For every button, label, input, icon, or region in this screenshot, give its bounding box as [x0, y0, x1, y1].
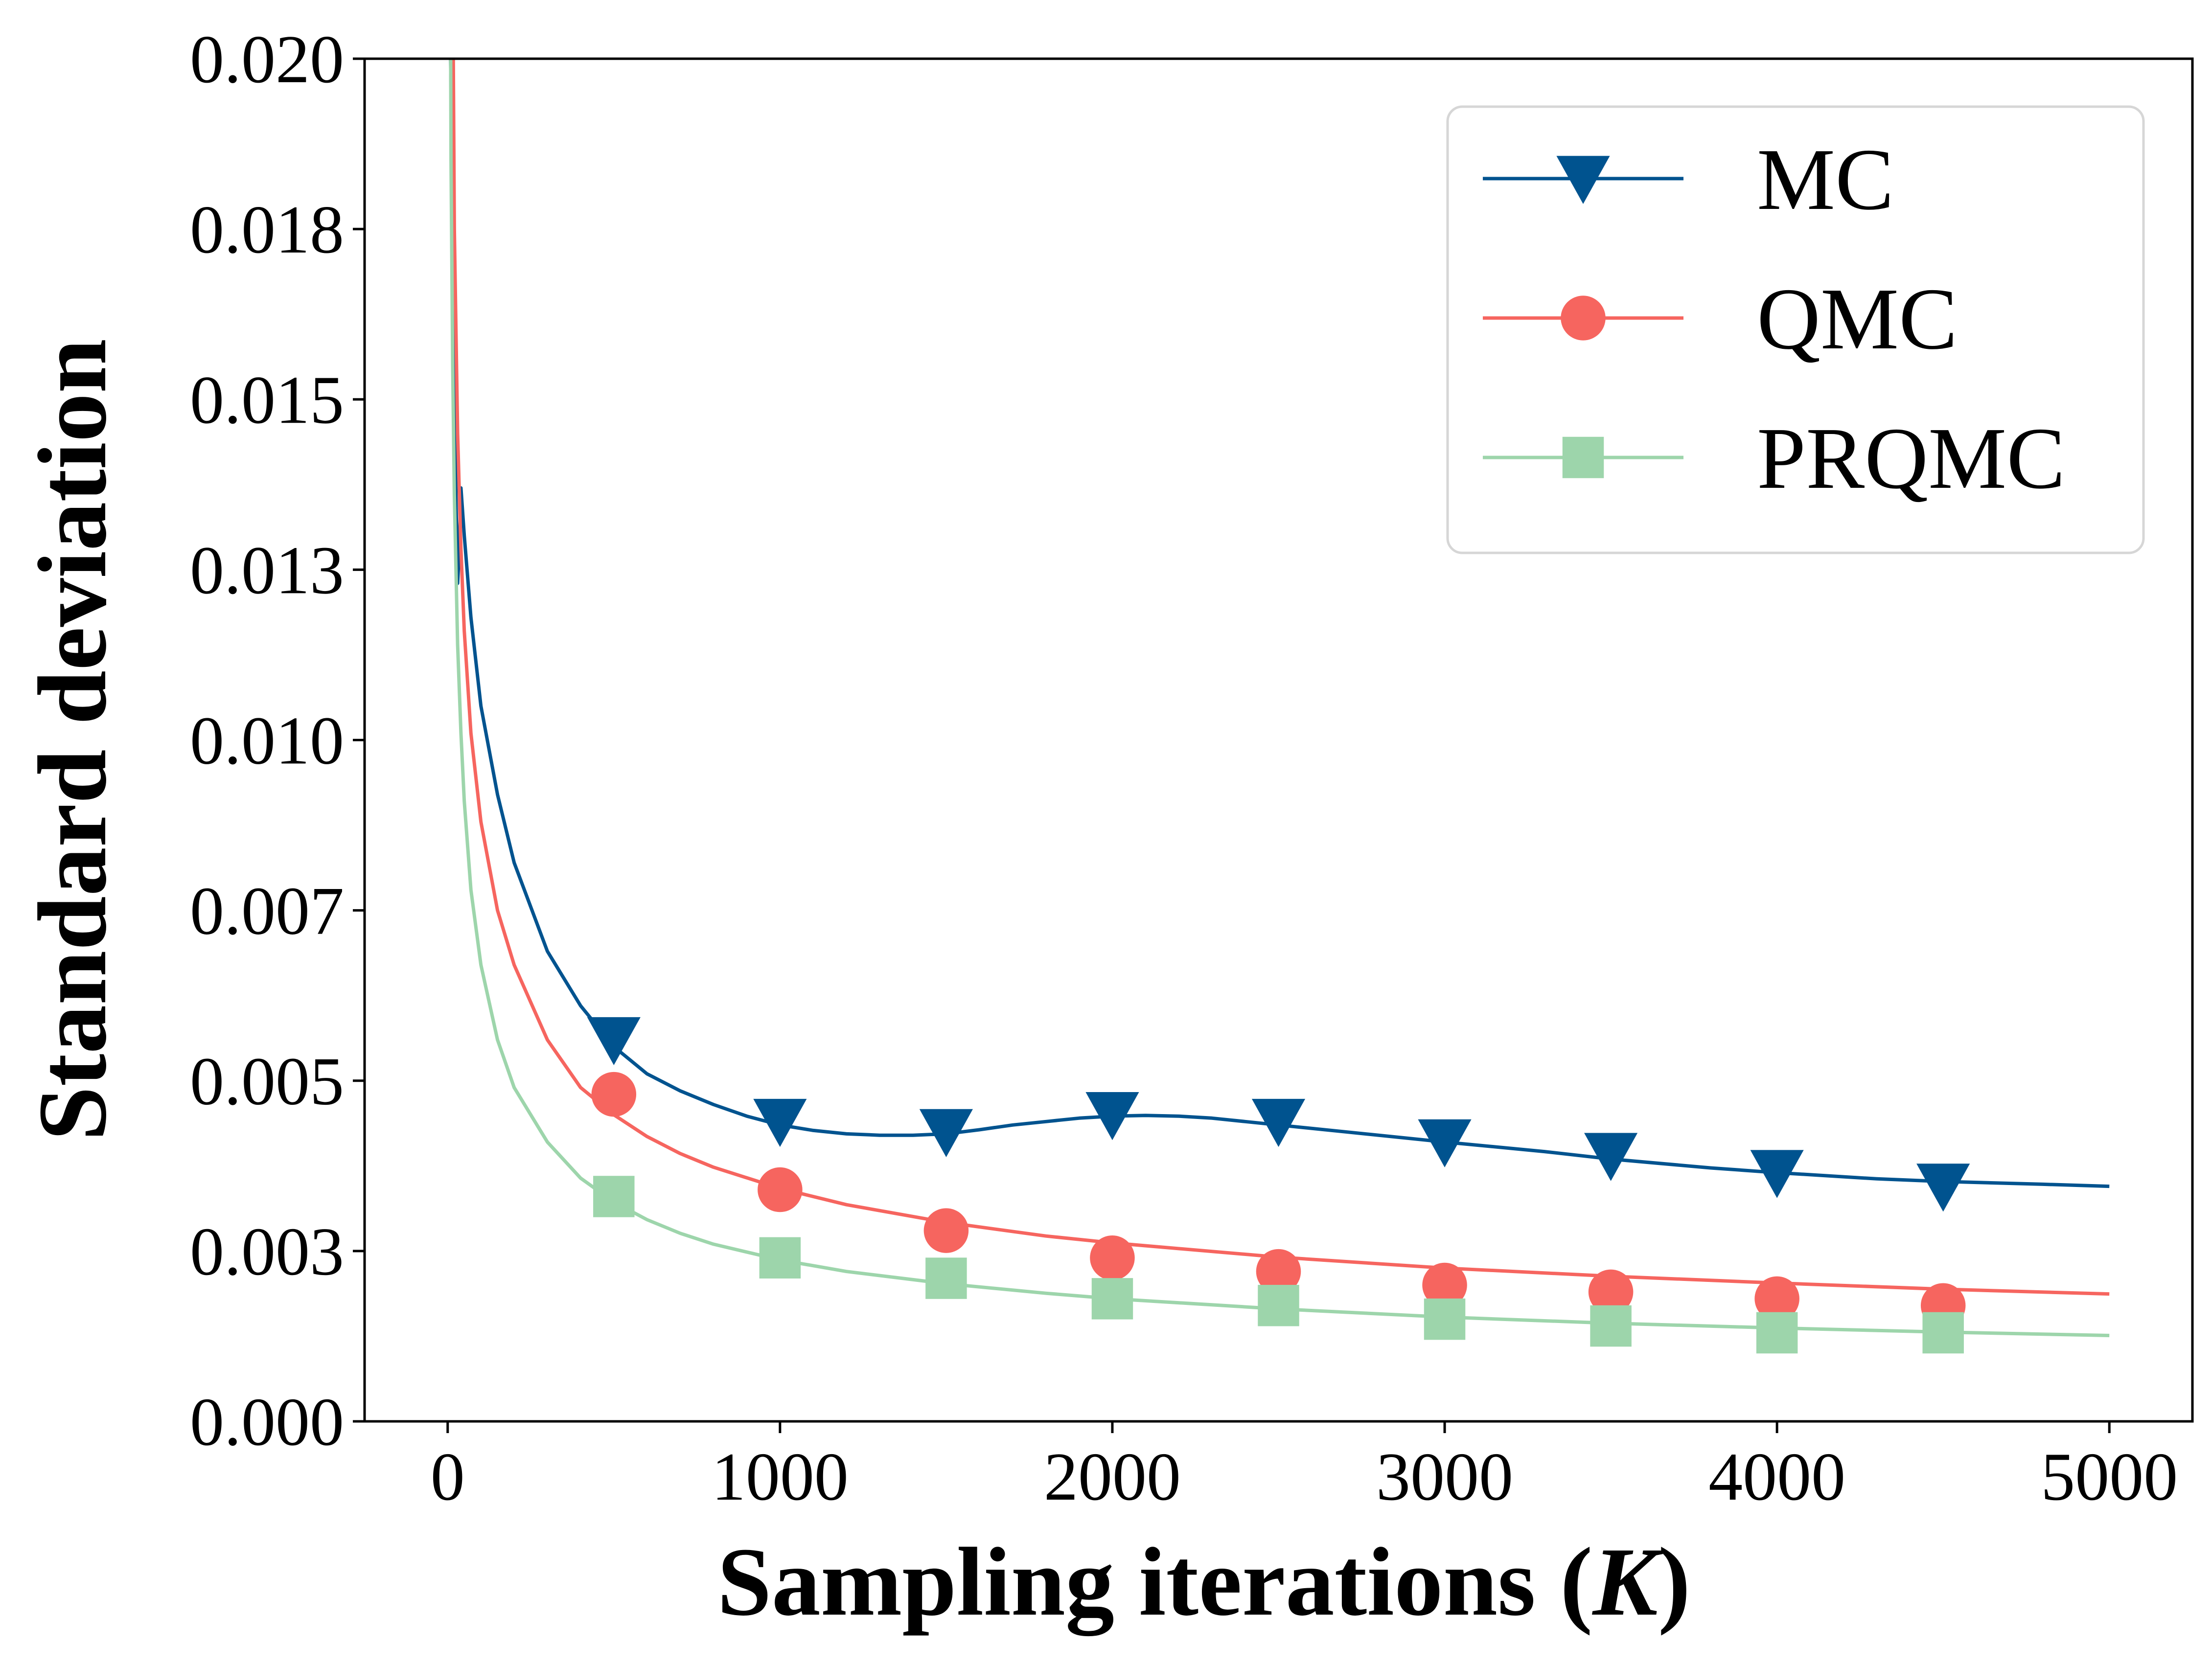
data-point-qmc	[758, 1167, 803, 1212]
data-point-prqmc	[1756, 1312, 1798, 1354]
legend-marker-mc	[1556, 156, 1610, 204]
y-tick-label: 0.010	[190, 703, 344, 779]
y-axis-label: Standard deviation	[19, 339, 127, 1141]
data-point-prqmc	[925, 1257, 967, 1299]
y-tick-label: 0.003	[190, 1214, 344, 1290]
x-tick-label: 5000	[2041, 1439, 2178, 1515]
data-point-mc	[1251, 1098, 1306, 1147]
data-point-prqmc	[1424, 1298, 1466, 1340]
legend-box	[1446, 105, 2145, 554]
x-tick-label: 3000	[1376, 1439, 1513, 1515]
legend-label-mc: MC	[1757, 131, 1894, 228]
data-point-qmc	[1422, 1262, 1467, 1308]
legend: MC QMC PRQMC	[1446, 105, 2145, 554]
legend-marker-prqmc	[1562, 436, 1604, 479]
legend-label-prqmc: PRQMC	[1757, 410, 2065, 507]
data-point-prqmc	[1091, 1278, 1133, 1320]
data-point-mc	[919, 1109, 973, 1158]
data-point-mc	[1418, 1119, 1472, 1167]
x-axis-label-close: )	[1658, 1528, 1691, 1636]
data-point-mc	[1916, 1164, 1970, 1212]
data-point-qmc	[1090, 1235, 1135, 1280]
x-axis-label-main: Sampling iterations (	[717, 1528, 1593, 1636]
x-tick-label: 2000	[1044, 1439, 1181, 1515]
x-tick-label: 0	[431, 1439, 465, 1515]
data-point-prqmc	[759, 1237, 801, 1279]
x-axis-label: Sampling iterations (K)	[717, 1528, 1691, 1636]
data-point-qmc	[591, 1072, 637, 1117]
series-line-mc	[449, 59, 2110, 1188]
y-tick-label: 0.007	[190, 873, 344, 949]
y-tick-label: 0.018	[190, 192, 344, 268]
y-tick-label: 0.000	[190, 1384, 344, 1460]
x-axis-ticks: 0 1000 2000 3000 4000 5000	[431, 1421, 2178, 1515]
data-point-prqmc	[1258, 1285, 1299, 1326]
data-point-qmc	[1754, 1276, 1799, 1322]
y-axis-ticks: 0.000 0.003 0.005 0.007 0.010 0.013 0.015 0.018…	[190, 22, 365, 1460]
data-point-mc	[753, 1098, 807, 1147]
x-tick-label: 4000	[1708, 1439, 1845, 1515]
data-point-qmc	[1256, 1249, 1301, 1294]
data-point-mc	[1085, 1092, 1139, 1141]
series-line-qmc	[451, 59, 2110, 1296]
y-tick-label: 0.015	[190, 362, 344, 438]
data-point-prqmc	[1922, 1312, 1964, 1354]
y-tick-label: 0.005	[190, 1044, 344, 1119]
data-point-prqmc	[593, 1176, 635, 1217]
series-layer	[449, 59, 2110, 1354]
data-point-mc	[1584, 1133, 1638, 1181]
data-point-qmc	[923, 1208, 969, 1253]
data-point-qmc	[1588, 1269, 1634, 1315]
y-tick-label: 0.013	[190, 532, 344, 608]
x-axis-label-variable: K	[1591, 1528, 1663, 1636]
x-tick-label: 1000	[712, 1439, 849, 1515]
data-point-prqmc	[1590, 1305, 1632, 1347]
legend-label-qmc: QMC	[1757, 270, 1958, 367]
y-tick-label: 0.020	[190, 22, 344, 97]
data-point-mc	[1750, 1150, 1804, 1198]
data-point-mc	[587, 1017, 641, 1066]
legend-marker-qmc	[1561, 296, 1606, 341]
